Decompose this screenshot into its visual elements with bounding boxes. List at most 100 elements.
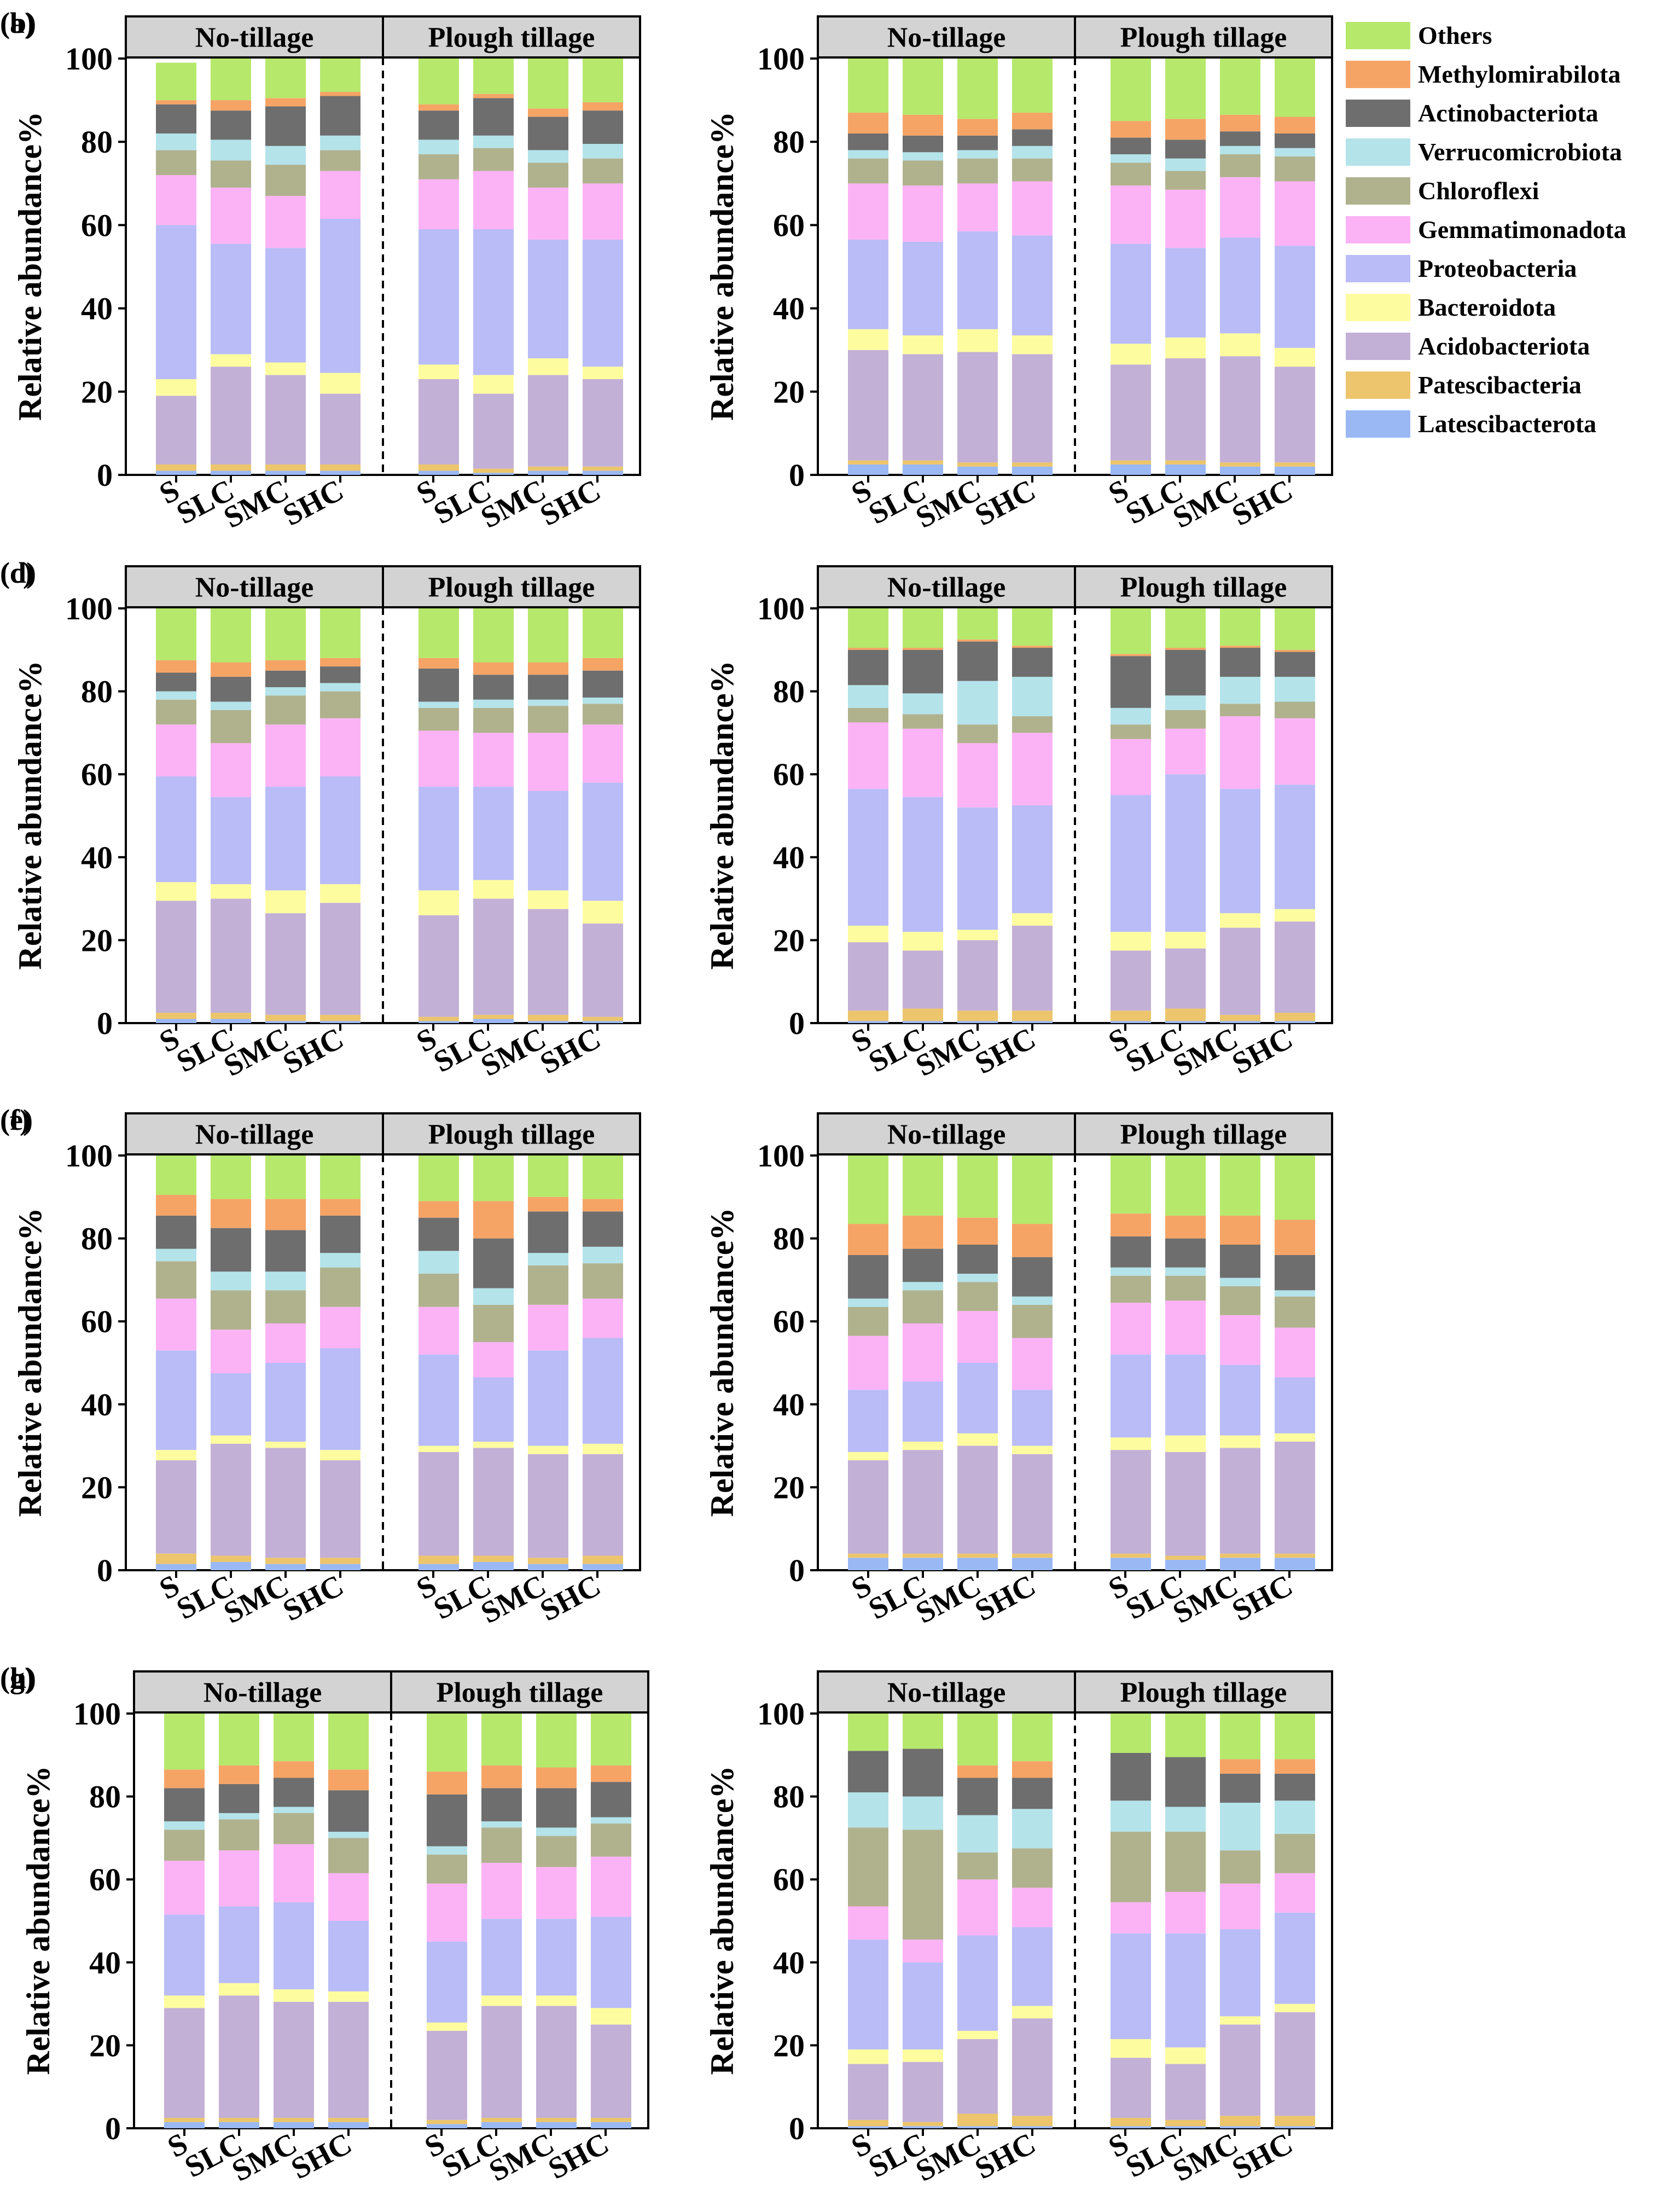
bar-segment-methylomirabilota — [848, 1224, 888, 1255]
bar-segment-proteobacteria — [320, 1348, 361, 1450]
bar-segment-gemmatimonadota — [848, 1335, 888, 1390]
bar-segment-bacteroidota — [583, 901, 623, 924]
bar-segment-methylomirabilota — [957, 1765, 998, 1778]
bar-segment-actinobacteriota — [320, 666, 361, 683]
bar-segment-chloroflexi — [1220, 1286, 1260, 1315]
bar-segment-verrucomicrobiota — [591, 1817, 631, 1824]
bar-segment-actinobacteriota — [1165, 649, 1206, 696]
bar-segment-bacteroidota — [219, 1983, 259, 1996]
bar-segment-verrucomicrobiota — [265, 146, 306, 165]
bar-segment-actinobacteriota — [156, 104, 196, 133]
bar-segment-verrucomicrobiota — [848, 1792, 888, 1828]
bar-segment-proteobacteria — [848, 788, 888, 926]
bar-segment-others — [265, 608, 306, 660]
bar-segment-chloroflexi — [164, 1830, 205, 1861]
bar-segment-chloroflexi — [903, 160, 943, 186]
bar-segment-gemmatimonadota — [957, 183, 998, 231]
bar-segment-proteobacteria — [848, 1390, 888, 1452]
bar-segment-bacteroidota — [1220, 1435, 1260, 1448]
bar-segment-gemmatimonadota — [156, 175, 196, 225]
bar-segment-others — [583, 608, 623, 658]
bar-segment-acidobacteriota — [1111, 2058, 1151, 2118]
bar-segment-bacteroidota — [1275, 1433, 1315, 1442]
bar-segment-actinobacteriota — [848, 133, 888, 150]
bar-segment-chloroflexi — [1165, 1275, 1206, 1301]
bar-segment-proteobacteria — [1111, 1933, 1151, 2040]
bar-segment-gemmatimonadota — [418, 1306, 459, 1355]
bar-segment-chloroflexi — [1111, 1832, 1151, 1902]
bar-segment-verrucomicrobiota — [1012, 677, 1053, 717]
bar-segment-verrucomicrobiota — [957, 1274, 998, 1282]
bar-segment-patescibacteria — [418, 464, 459, 471]
bar-segment-patescibacteria — [1275, 1013, 1315, 1021]
bar-segment-gemmatimonadota — [1220, 177, 1260, 238]
bar-segment-methylomirabilota — [320, 91, 361, 96]
bar-segment-patescibacteria — [427, 2119, 467, 2124]
bar-segment-acidobacteriota — [957, 940, 998, 1011]
bar-segment-bacteroidota — [473, 1442, 514, 1448]
bar-segment-proteobacteria — [1220, 1929, 1260, 2017]
y-tick-label: 40 — [89, 1945, 121, 1981]
bar-segment-acidobacteriota — [265, 1448, 306, 1558]
bar-segment-actinobacteriota — [418, 111, 459, 140]
bar-segment-acidobacteriota — [583, 924, 623, 1017]
bar-segment-verrucomicrobiota — [1012, 146, 1053, 159]
bar-segment-actinobacteriota — [528, 117, 568, 150]
bar-segment-methylomirabilota — [903, 648, 943, 650]
bar-segment-others — [320, 608, 361, 658]
bar-segment-acidobacteriota — [211, 898, 251, 1013]
bar-segment-actinobacteriota — [219, 1784, 259, 1813]
bar-segment-actinobacteriota — [1111, 656, 1151, 708]
bar-segment-actinobacteriota — [481, 1788, 522, 1822]
bar-segment-methylomirabilota — [583, 1199, 623, 1212]
bar-segment-latescibacterota — [903, 1558, 943, 1570]
bar-segment-patescibacteria — [903, 2122, 943, 2127]
bar-segment-acidobacteriota — [1165, 1451, 1206, 1556]
bar-segment-gemmatimonadota — [219, 1850, 259, 1907]
bar-segment-proteobacteria — [848, 240, 888, 329]
bar-segment-others — [591, 1714, 631, 1766]
bar-segment-gemmatimonadota — [1012, 733, 1053, 806]
bar-segment-methylomirabilota — [1220, 1215, 1260, 1245]
bar-segment-acidobacteriota — [528, 1454, 568, 1558]
legend: Others Methylomirabilota Actinobacteriota V… — [1346, 21, 1626, 438]
bar-segment-methylomirabilota — [1012, 112, 1053, 130]
panel-label: (e) — [0, 1104, 33, 1136]
y-tick-label: 60 — [773, 207, 805, 243]
bar-segment-proteobacteria — [1111, 1354, 1151, 1438]
y-tick-label: 100 — [65, 41, 113, 77]
bar-segment-acidobacteriota — [219, 1995, 259, 2118]
x-tick-label: SHC — [969, 473, 1041, 533]
y-tick-label: 40 — [81, 291, 113, 327]
bar-segment-patescibacteria — [1165, 1008, 1206, 1021]
bar-segment-methylomirabilota — [903, 1215, 943, 1249]
bar-segment-proteobacteria — [1275, 246, 1315, 348]
strip-no-tillage — [125, 15, 384, 59]
bar-segment-bacteroidota — [1012, 1445, 1053, 1454]
bar-segment-chloroflexi — [1012, 158, 1053, 182]
y-axis-label: Relative abundance% — [704, 660, 740, 969]
bar-segment-chloroflexi — [211, 1290, 251, 1330]
bar-segment-acidobacteriota — [848, 2064, 888, 2120]
bar-segment-actinobacteriota — [1220, 648, 1260, 677]
bar-segment-bacteroidota — [957, 2030, 998, 2040]
bar-segment-patescibacteria — [211, 464, 251, 471]
bar-segment-bacteroidota — [156, 1450, 196, 1461]
bar-segment-verrucomicrobiota — [528, 150, 568, 163]
bar-segment-actinobacteriota — [536, 1788, 577, 1828]
bar-segment-latescibacterota — [1165, 1021, 1206, 1023]
bar-segment-latescibacterota — [1012, 2126, 1053, 2128]
bar-segment-others — [1275, 59, 1315, 117]
bar-segment-others — [1275, 1155, 1315, 1220]
bar-segment-verrucomicrobiota — [1111, 1267, 1151, 1276]
bar-segment-patescibacteria — [265, 1558, 306, 1564]
bar-segment-methylomirabilota — [156, 660, 196, 673]
bar-segment-verrucomicrobiota — [1275, 1290, 1315, 1297]
bar-segment-others — [848, 1714, 888, 1751]
bar-segment-proteobacteria — [1165, 248, 1206, 338]
bar-segment-gemmatimonadota — [957, 1879, 998, 1936]
bar-segment-acidobacteriota — [418, 1451, 459, 1556]
bar-segment-methylomirabilota — [418, 1201, 459, 1218]
bar-segment-latescibacterota — [591, 2122, 631, 2128]
bar-segment-latescibacterota — [1111, 1021, 1151, 1023]
